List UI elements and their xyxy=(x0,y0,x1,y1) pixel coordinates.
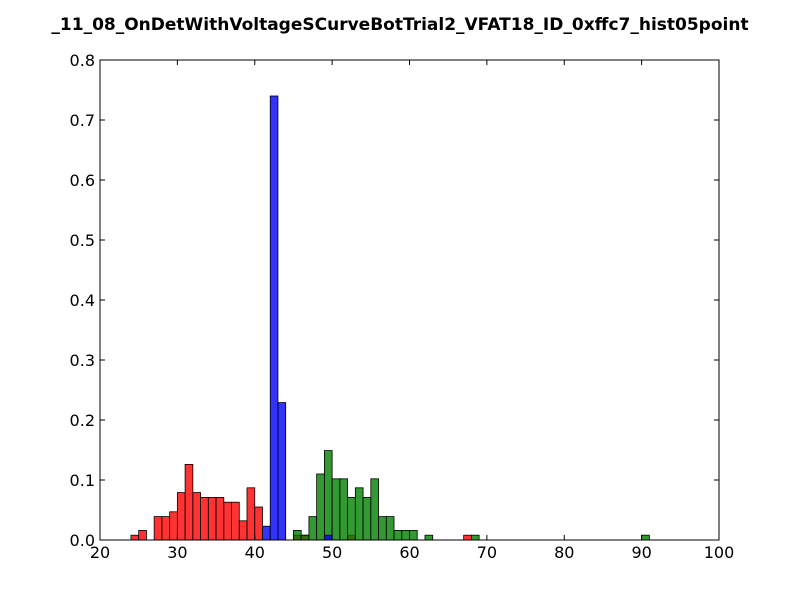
histogram-bar-series1-9 xyxy=(362,496,372,541)
histogram-bar-series0-14 xyxy=(246,487,256,541)
bars-layer xyxy=(130,95,650,541)
x-tick-label-6: 80 xyxy=(554,543,574,562)
histogram-bar-series0-3 xyxy=(161,516,171,541)
y-tick-label-3: 0.3 xyxy=(70,351,95,370)
histogram-bar-series0-2 xyxy=(153,516,163,541)
histogram-bar-series0-4 xyxy=(169,511,178,541)
histogram-bar-series1-2 xyxy=(308,516,318,541)
histogram-bar-series0-0 xyxy=(130,534,140,541)
y-tick-label-6: 0.6 xyxy=(70,171,95,190)
histogram-bar-series0-1 xyxy=(138,530,147,541)
x-tick-label-2: 40 xyxy=(245,543,265,562)
histogram-bar-series1-13 xyxy=(393,530,403,541)
x-tick-label-4: 60 xyxy=(399,543,419,562)
histogram-bar-series0-15 xyxy=(254,506,263,541)
histogram-bar-series1-12 xyxy=(385,516,395,541)
y-tick-label-8: 0.8 xyxy=(70,51,95,70)
histogram-bar-series0-11 xyxy=(223,501,232,541)
histogram-bar-series1-0 xyxy=(293,530,302,541)
y-tick-label-0: 0.0 xyxy=(70,531,95,550)
x-tick-label-7: 90 xyxy=(631,543,651,562)
histogram-bar-series0-7 xyxy=(192,492,201,541)
y-tick-label-1: 0.1 xyxy=(70,471,95,490)
y-tick-label-7: 0.7 xyxy=(70,111,95,130)
histogram-bar-series1-6 xyxy=(339,478,348,541)
y-tick-label-5: 0.5 xyxy=(70,231,95,250)
histogram-bar-series1-15 xyxy=(409,530,418,541)
y-tick-label-4: 0.4 xyxy=(70,291,95,310)
histogram-bar-series1-18 xyxy=(641,534,650,541)
histogram-bar-series0-9 xyxy=(207,496,217,541)
histogram-bar-series2-2 xyxy=(277,402,287,541)
histogram-bar-series0-12 xyxy=(231,501,240,541)
histogram-bar-series0-5 xyxy=(176,492,186,541)
chart-title: _11_08_OnDetWithVoltageSCurveBotTrial2_V… xyxy=(51,15,748,35)
histogram-bar-series0-13 xyxy=(238,520,248,541)
histogram-bar-series0-8 xyxy=(200,496,209,541)
histogram-bar-series1-8 xyxy=(354,487,364,541)
x-tick-label-5: 70 xyxy=(477,543,497,562)
x-tick-label-3: 50 xyxy=(322,543,342,562)
histogram-bar-series1-4 xyxy=(323,450,333,541)
histogram-bar-series0-19 xyxy=(463,534,472,541)
histogram-bar-series1-7 xyxy=(347,496,356,541)
histogram-bar-series1-16 xyxy=(424,534,434,541)
y-tick-label-2: 0.2 xyxy=(70,411,95,430)
histogram-bar-series2-1 xyxy=(269,95,279,541)
histogram-bar-series0-6 xyxy=(184,463,194,541)
tick-labels-layer: 20 30 40 50 60 70 80 90 100 0.0 0.1 0.2 0.3 0.4 0.5 0.6… xyxy=(70,51,735,562)
histogram-bar-series1-14 xyxy=(401,530,410,541)
plot-frame xyxy=(99,59,720,541)
histogram-bar-series1-10 xyxy=(370,478,379,541)
histogram-bar-series2-0 xyxy=(262,525,271,541)
histogram-bar-series1-3 xyxy=(316,473,325,541)
histogram-bar-series1-5 xyxy=(331,478,341,541)
x-tick-label-0: 20 xyxy=(90,543,110,562)
x-tick-label-1: 30 xyxy=(167,543,187,562)
histogram-bar-series1-11 xyxy=(378,516,387,541)
histogram-bar-series1-1 xyxy=(300,534,310,541)
histogram-bar-series1-17 xyxy=(470,534,480,541)
histogram-bar-series0-10 xyxy=(215,496,225,541)
histogram-bar-series2-3 xyxy=(323,534,333,541)
x-tick-label-8: 100 xyxy=(704,543,735,562)
